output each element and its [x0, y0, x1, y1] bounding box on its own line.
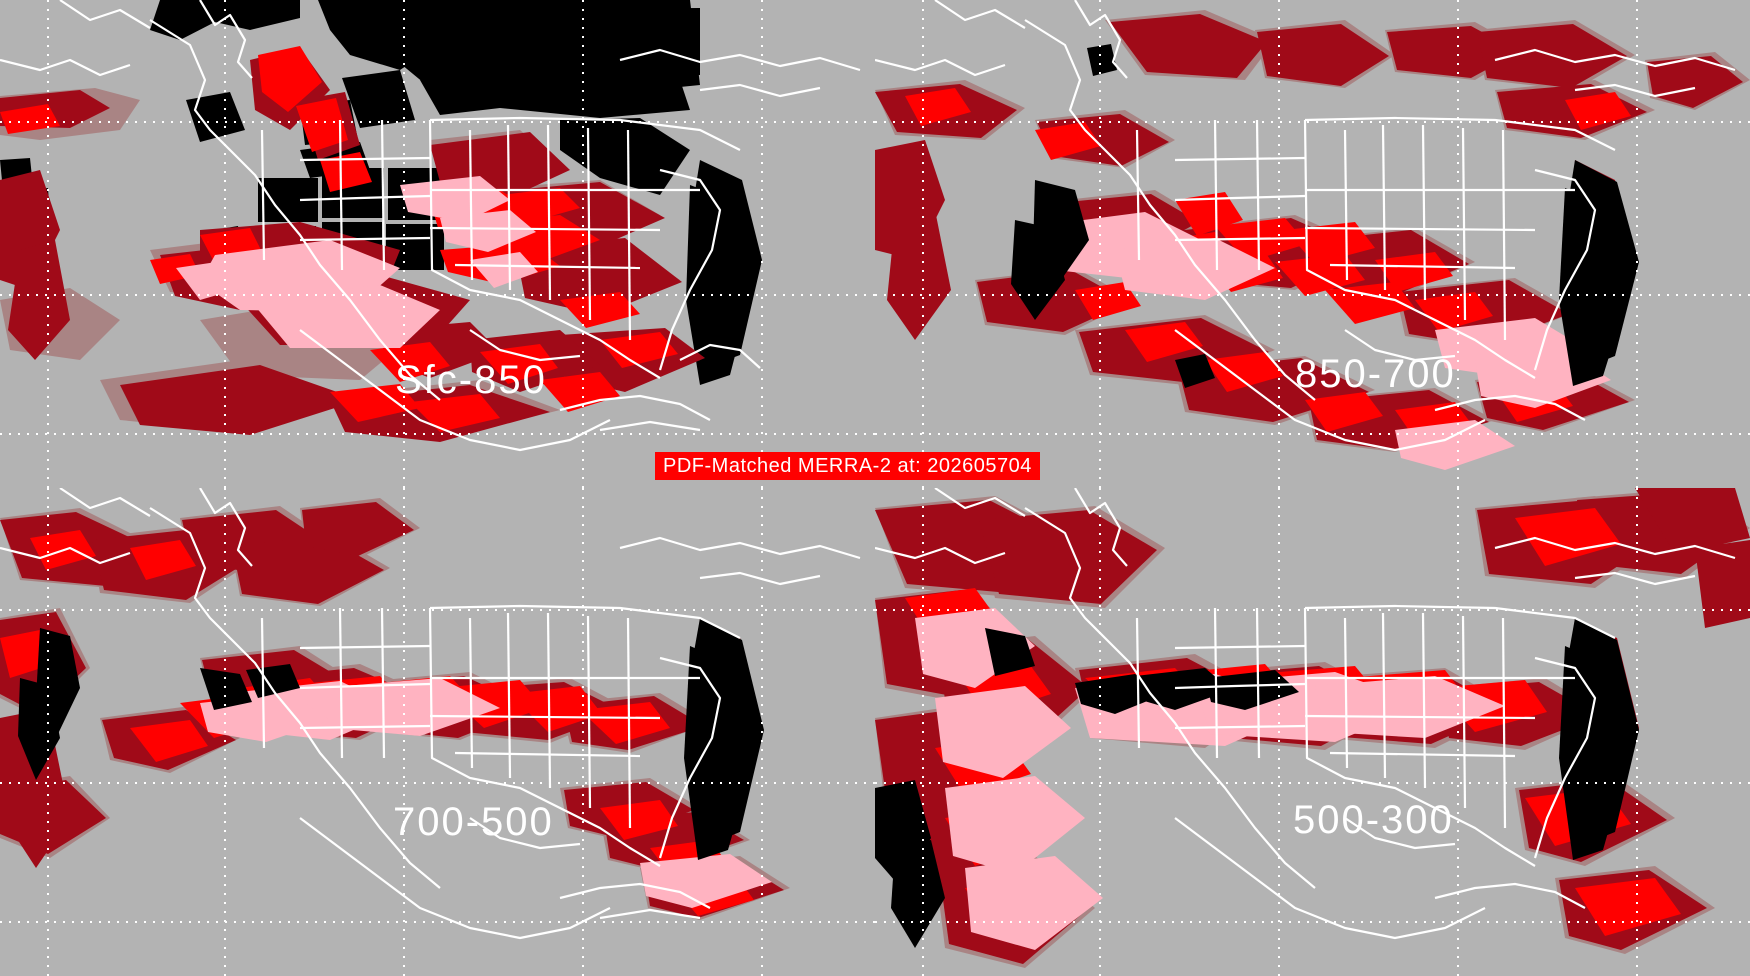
gridline-layer: [875, 488, 1750, 976]
gridline-layer: [0, 0, 875, 488]
title-banner: PDF-Matched MERRA-2 at: 202605704: [655, 452, 1040, 480]
gridline-layer: [875, 0, 1750, 488]
map-panel-850-700[interactable]: 850-700: [875, 0, 1750, 488]
map-raster-sfc-850: [0, 0, 875, 488]
coastline-layer: [875, 488, 1736, 940]
coastline-layer: [0, 0, 861, 452]
coastline-layer: [0, 488, 861, 940]
map-panel-700-500[interactable]: 700-500: [0, 488, 875, 976]
map-panel-500-300[interactable]: 500-300: [875, 488, 1750, 976]
map-raster-500-300: [875, 488, 1750, 976]
masked-region-layer: [1011, 44, 1639, 388]
coastline-layer: [875, 0, 1736, 452]
map-raster-700-500: [0, 488, 875, 976]
masked-region-layer: [875, 618, 1639, 948]
masked-region-layer: [18, 618, 764, 860]
map-raster-850-700: [875, 0, 1750, 488]
level-pink-layer: [176, 176, 538, 348]
gridline-layer: [0, 488, 875, 976]
map-panel-sfc-850[interactable]: Sfc-850: [0, 0, 875, 488]
